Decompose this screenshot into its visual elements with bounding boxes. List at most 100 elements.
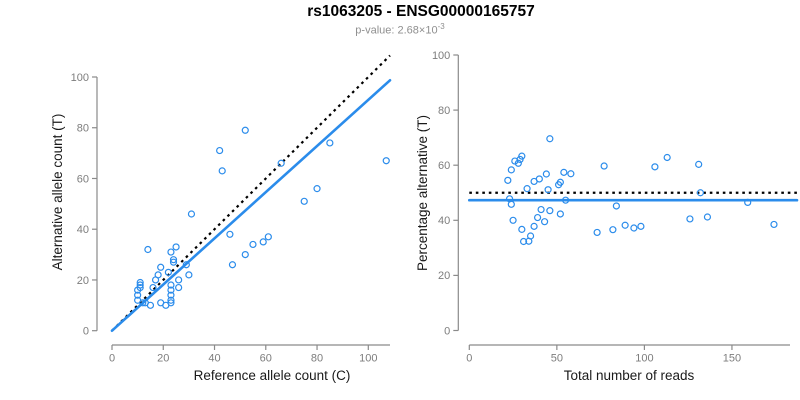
y-tick-label: 60 [77,173,89,185]
data-point [144,245,152,254]
data-point [259,238,267,246]
x-tick-label: 100 [635,353,653,365]
data-point [277,159,285,167]
data-point [167,299,175,307]
data-point [703,213,712,221]
data-point [218,167,226,175]
data-point [157,263,165,271]
data-point [151,276,160,284]
x-tick-label: 50 [551,353,563,365]
x-axis-title: Total number of reads [564,368,695,383]
x-tick-label: 0 [109,353,115,365]
x-tick-label: 100 [359,353,377,365]
data-point [556,210,564,218]
data-point [149,283,157,292]
data-point [167,296,175,304]
data-point [695,160,703,168]
data-point [136,278,144,287]
x-tick-label: 20 [157,353,169,365]
data-point [505,195,514,203]
data-point [663,153,671,162]
fit-line [110,78,392,333]
y-axis-title: Alternative allele count (T) [50,114,65,271]
data-point [313,185,321,193]
y-tick-label: 100 [432,50,450,62]
y-axis-title: Percentage alternative (T) [415,115,430,271]
data-point [509,216,517,224]
data-point [696,189,705,197]
data-point [600,162,608,170]
x-tick-label: 80 [311,353,323,365]
data-point [169,256,178,264]
data-point [540,218,549,226]
data-point [167,281,175,289]
data-point [555,181,563,189]
data-point [560,168,568,176]
data-point [241,126,249,134]
identity-line [111,54,391,332]
data-point [167,248,175,256]
data-point [226,230,234,238]
data-point [630,224,638,232]
data-point [172,243,180,251]
data-point [134,291,142,299]
data-point [637,222,645,230]
x-tick-label: 60 [260,353,272,365]
y-tick-label: 100 [71,72,89,84]
data-point [507,166,515,174]
data-point [504,176,512,184]
data-point [228,261,237,269]
data-point [609,226,617,234]
y-tick-label: 0 [83,326,89,338]
y-tick-label: 40 [77,224,89,236]
y-tick-label: 20 [77,275,89,287]
data-point [187,210,196,218]
data-point [537,205,545,214]
data-point [326,139,334,147]
data-point [546,135,554,143]
x-tick-label: 0 [466,353,472,365]
data-point [546,207,554,215]
pvalue-text: p-value: 2.68×10 [355,24,438,37]
data-point [686,215,694,223]
data-point [185,271,193,279]
data-point [264,233,272,241]
data-point [744,198,752,206]
data-point [544,186,552,194]
pvalue-subtitle: p-value: 2.68×10-3 [355,22,444,37]
data-point [139,299,147,307]
y-tick-label: 60 [438,160,450,172]
x-axis-title: Reference allele count (C) [194,368,351,383]
y-tick-label: 40 [438,215,450,227]
figure-title: rs1063205 - ENSG00000165757 [307,3,535,20]
data-point [167,286,175,294]
y-tick-label: 80 [77,123,89,135]
data-point [514,159,522,167]
data-point [136,283,144,292]
data-point [382,157,390,165]
data-point [146,301,155,309]
data-point [593,228,601,237]
data-point [182,261,190,269]
data-point [567,170,575,178]
y-tick-label: 0 [444,325,450,337]
data-point [530,177,538,186]
data-point [530,222,538,230]
data-point [542,170,550,178]
data-point [169,258,178,266]
y-tick-label: 80 [438,105,450,117]
data-point [612,202,620,210]
right-scatter-plot: 0 20 40 60 80 100 0 50 100 150 Total number of rea… [415,50,799,383]
data-point [175,276,183,284]
data-point [533,213,542,222]
y-tick-label: 20 [438,270,450,282]
data-point [519,237,528,246]
data-point [175,283,183,292]
x-tick-label: 40 [208,353,220,365]
data-point [167,291,175,299]
pvalue-exponent: -3 [437,22,445,31]
x-tick-label: 150 [723,353,741,365]
data-point [164,268,172,276]
